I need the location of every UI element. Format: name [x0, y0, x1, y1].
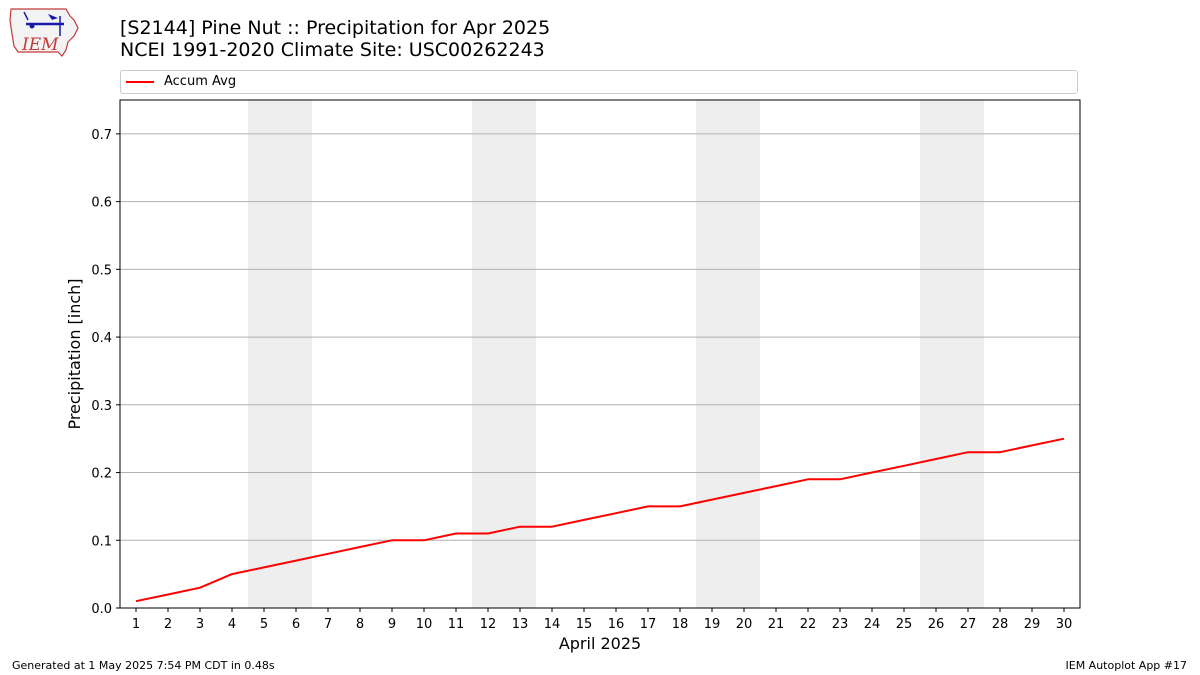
x-tick-label-25: 26 — [928, 617, 945, 632]
weekend-shade-1 — [472, 100, 536, 608]
x-tick-label-8: 9 — [388, 617, 396, 632]
x-tick-label-3: 4 — [228, 617, 236, 632]
y-tick-label-2: 0.2 — [91, 467, 112, 482]
x-tick-label-7: 8 — [356, 617, 364, 632]
x-tick-label-29: 30 — [1056, 617, 1073, 632]
x-tick-label-24: 25 — [896, 617, 913, 632]
x-axis-label: April 2025 — [559, 634, 641, 653]
x-tick-label-2: 3 — [196, 617, 204, 632]
x-tick-label-18: 19 — [704, 617, 721, 632]
x-tick-label-26: 27 — [960, 617, 977, 632]
x-tick-label-16: 17 — [640, 617, 657, 632]
x-tick-label-10: 11 — [448, 617, 465, 632]
x-tick-label-1: 2 — [164, 617, 172, 632]
generated-timestamp: Generated at 1 May 2025 7:54 PM CDT in 0… — [12, 659, 275, 672]
x-tick-label-17: 18 — [672, 617, 689, 632]
x-tick-label-9: 10 — [416, 617, 433, 632]
iem-logo: IEM — [8, 6, 80, 58]
x-tick-label-19: 20 — [736, 617, 753, 632]
x-tick-label-28: 29 — [1024, 617, 1041, 632]
x-tick-label-13: 14 — [544, 617, 561, 632]
legend-swatch-accum-avg — [126, 81, 154, 83]
y-axis-label: Precipitation [inch] — [65, 278, 84, 429]
chart-title: [S2144] Pine Nut :: Precipitation for Ap… — [120, 17, 550, 61]
weekend-shade-2 — [696, 100, 760, 608]
weekend-shade-0 — [248, 100, 312, 608]
y-tick-label-3: 0.3 — [91, 399, 112, 414]
x-tick-label-11: 12 — [480, 617, 497, 632]
x-tick-label-6: 7 — [324, 617, 332, 632]
app-label: IEM Autoplot App #17 — [1065, 659, 1188, 672]
legend-label-accum-avg: Accum Avg — [164, 74, 237, 89]
weekend-shade-3 — [920, 100, 984, 608]
title-line-1: [S2144] Pine Nut :: Precipitation for Ap… — [120, 17, 551, 39]
y-tick-label-6: 0.6 — [91, 196, 112, 211]
y-tick-label-5: 0.5 — [91, 263, 112, 278]
x-tick-label-12: 13 — [512, 617, 529, 632]
x-tick-label-0: 1 — [132, 617, 140, 632]
y-tick-label-0: 0.0 — [91, 602, 112, 617]
title-line-2: NCEI 1991-2020 Climate Site: USC00262243 — [120, 39, 545, 61]
y-tick-label-7: 0.7 — [91, 128, 112, 143]
x-tick-label-23: 24 — [864, 617, 881, 632]
y-tick-label-1: 0.1 — [91, 534, 112, 549]
x-tick-label-22: 23 — [832, 617, 849, 632]
plot-frame — [119, 99, 1081, 609]
x-tick-label-5: 6 — [292, 617, 300, 632]
logo-text: IEM — [21, 35, 59, 55]
series-line-0 — [135, 437, 1065, 603]
y-tick-label-4: 0.4 — [91, 331, 112, 346]
legend: Accum Avg — [120, 70, 1078, 94]
x-tick-label-4: 5 — [260, 617, 268, 632]
x-tick-label-20: 21 — [768, 617, 785, 632]
x-tick-label-21: 22 — [800, 617, 817, 632]
x-tick-label-27: 28 — [992, 617, 1009, 632]
x-tick-label-14: 15 — [576, 617, 593, 632]
x-tick-label-15: 16 — [608, 617, 625, 632]
